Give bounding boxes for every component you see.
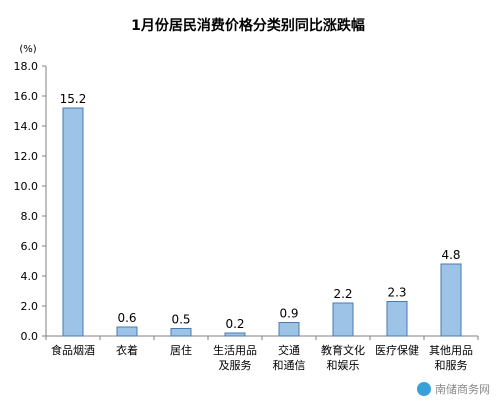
x-tick-label: 居住: [170, 343, 192, 357]
y-tick-label: 12.0: [14, 150, 39, 163]
bar: [386, 301, 408, 337]
y-tick-label: 18.0: [14, 60, 39, 73]
bar: [278, 322, 300, 337]
y-tick-label: 10.0: [14, 180, 39, 193]
x-tick-label: 食品烟酒: [51, 343, 95, 357]
y-tick-label: 8.0: [21, 210, 39, 223]
x-tick-label: 和通信: [273, 359, 306, 372]
y-tick-label: 6.0: [21, 240, 39, 253]
x-tick-label: 和娱乐: [327, 358, 360, 372]
data-label: 0.9: [279, 307, 298, 321]
chart-title: 1月份居民消费价格分类别同比涨跌幅: [131, 17, 365, 34]
bar: [332, 302, 354, 337]
x-tick-label: 医疗保健: [375, 343, 419, 357]
axes: [42, 65, 479, 340]
y-tick-label: 2.0: [21, 300, 39, 313]
bar: [116, 326, 138, 337]
data-label: 0.2: [225, 317, 244, 331]
x-tick-label: 教育文化: [321, 343, 365, 357]
y-tick-labels: 0.0 2.0 4.0 6.0 8.0 10.0 12.0 14.0 16.0 18.0: [14, 60, 39, 343]
watermark: 南储商务网: [417, 381, 490, 397]
x-tick-label: 其他用品: [429, 344, 473, 357]
x-tick-label: 生活用品: [213, 343, 257, 357]
data-label: 2.2: [333, 287, 352, 301]
x-tick-label: 衣着: [116, 343, 138, 357]
bars: [62, 107, 462, 337]
data-label: 15.2: [60, 92, 87, 106]
data-label: 0.5: [171, 313, 190, 327]
y-tick-label: 4.0: [21, 270, 39, 283]
x-tick-label: 及服务: [219, 359, 252, 372]
x-tick-label: 和服务: [435, 359, 468, 372]
watermark-text: 南储商务网: [435, 383, 490, 396]
watermark-logo-icon: [417, 382, 431, 396]
y-tick-label: 16.0: [14, 90, 39, 103]
y-axis-unit: (%): [19, 44, 36, 55]
y-tick-label: 14.0: [14, 120, 39, 133]
bar: [170, 328, 192, 337]
x-tick-label: 交通: [278, 343, 300, 357]
bar: [440, 263, 462, 337]
y-tick-label: 0.0: [21, 330, 39, 343]
data-label: 0.6: [117, 311, 136, 325]
data-label: 2.3: [387, 286, 406, 300]
data-labels: 15.2 0.6 0.5 0.2 0.9 2.2 2.3 4.8: [60, 92, 461, 331]
bar: [224, 332, 246, 337]
data-label: 4.8: [441, 248, 460, 262]
bar: [62, 107, 84, 337]
